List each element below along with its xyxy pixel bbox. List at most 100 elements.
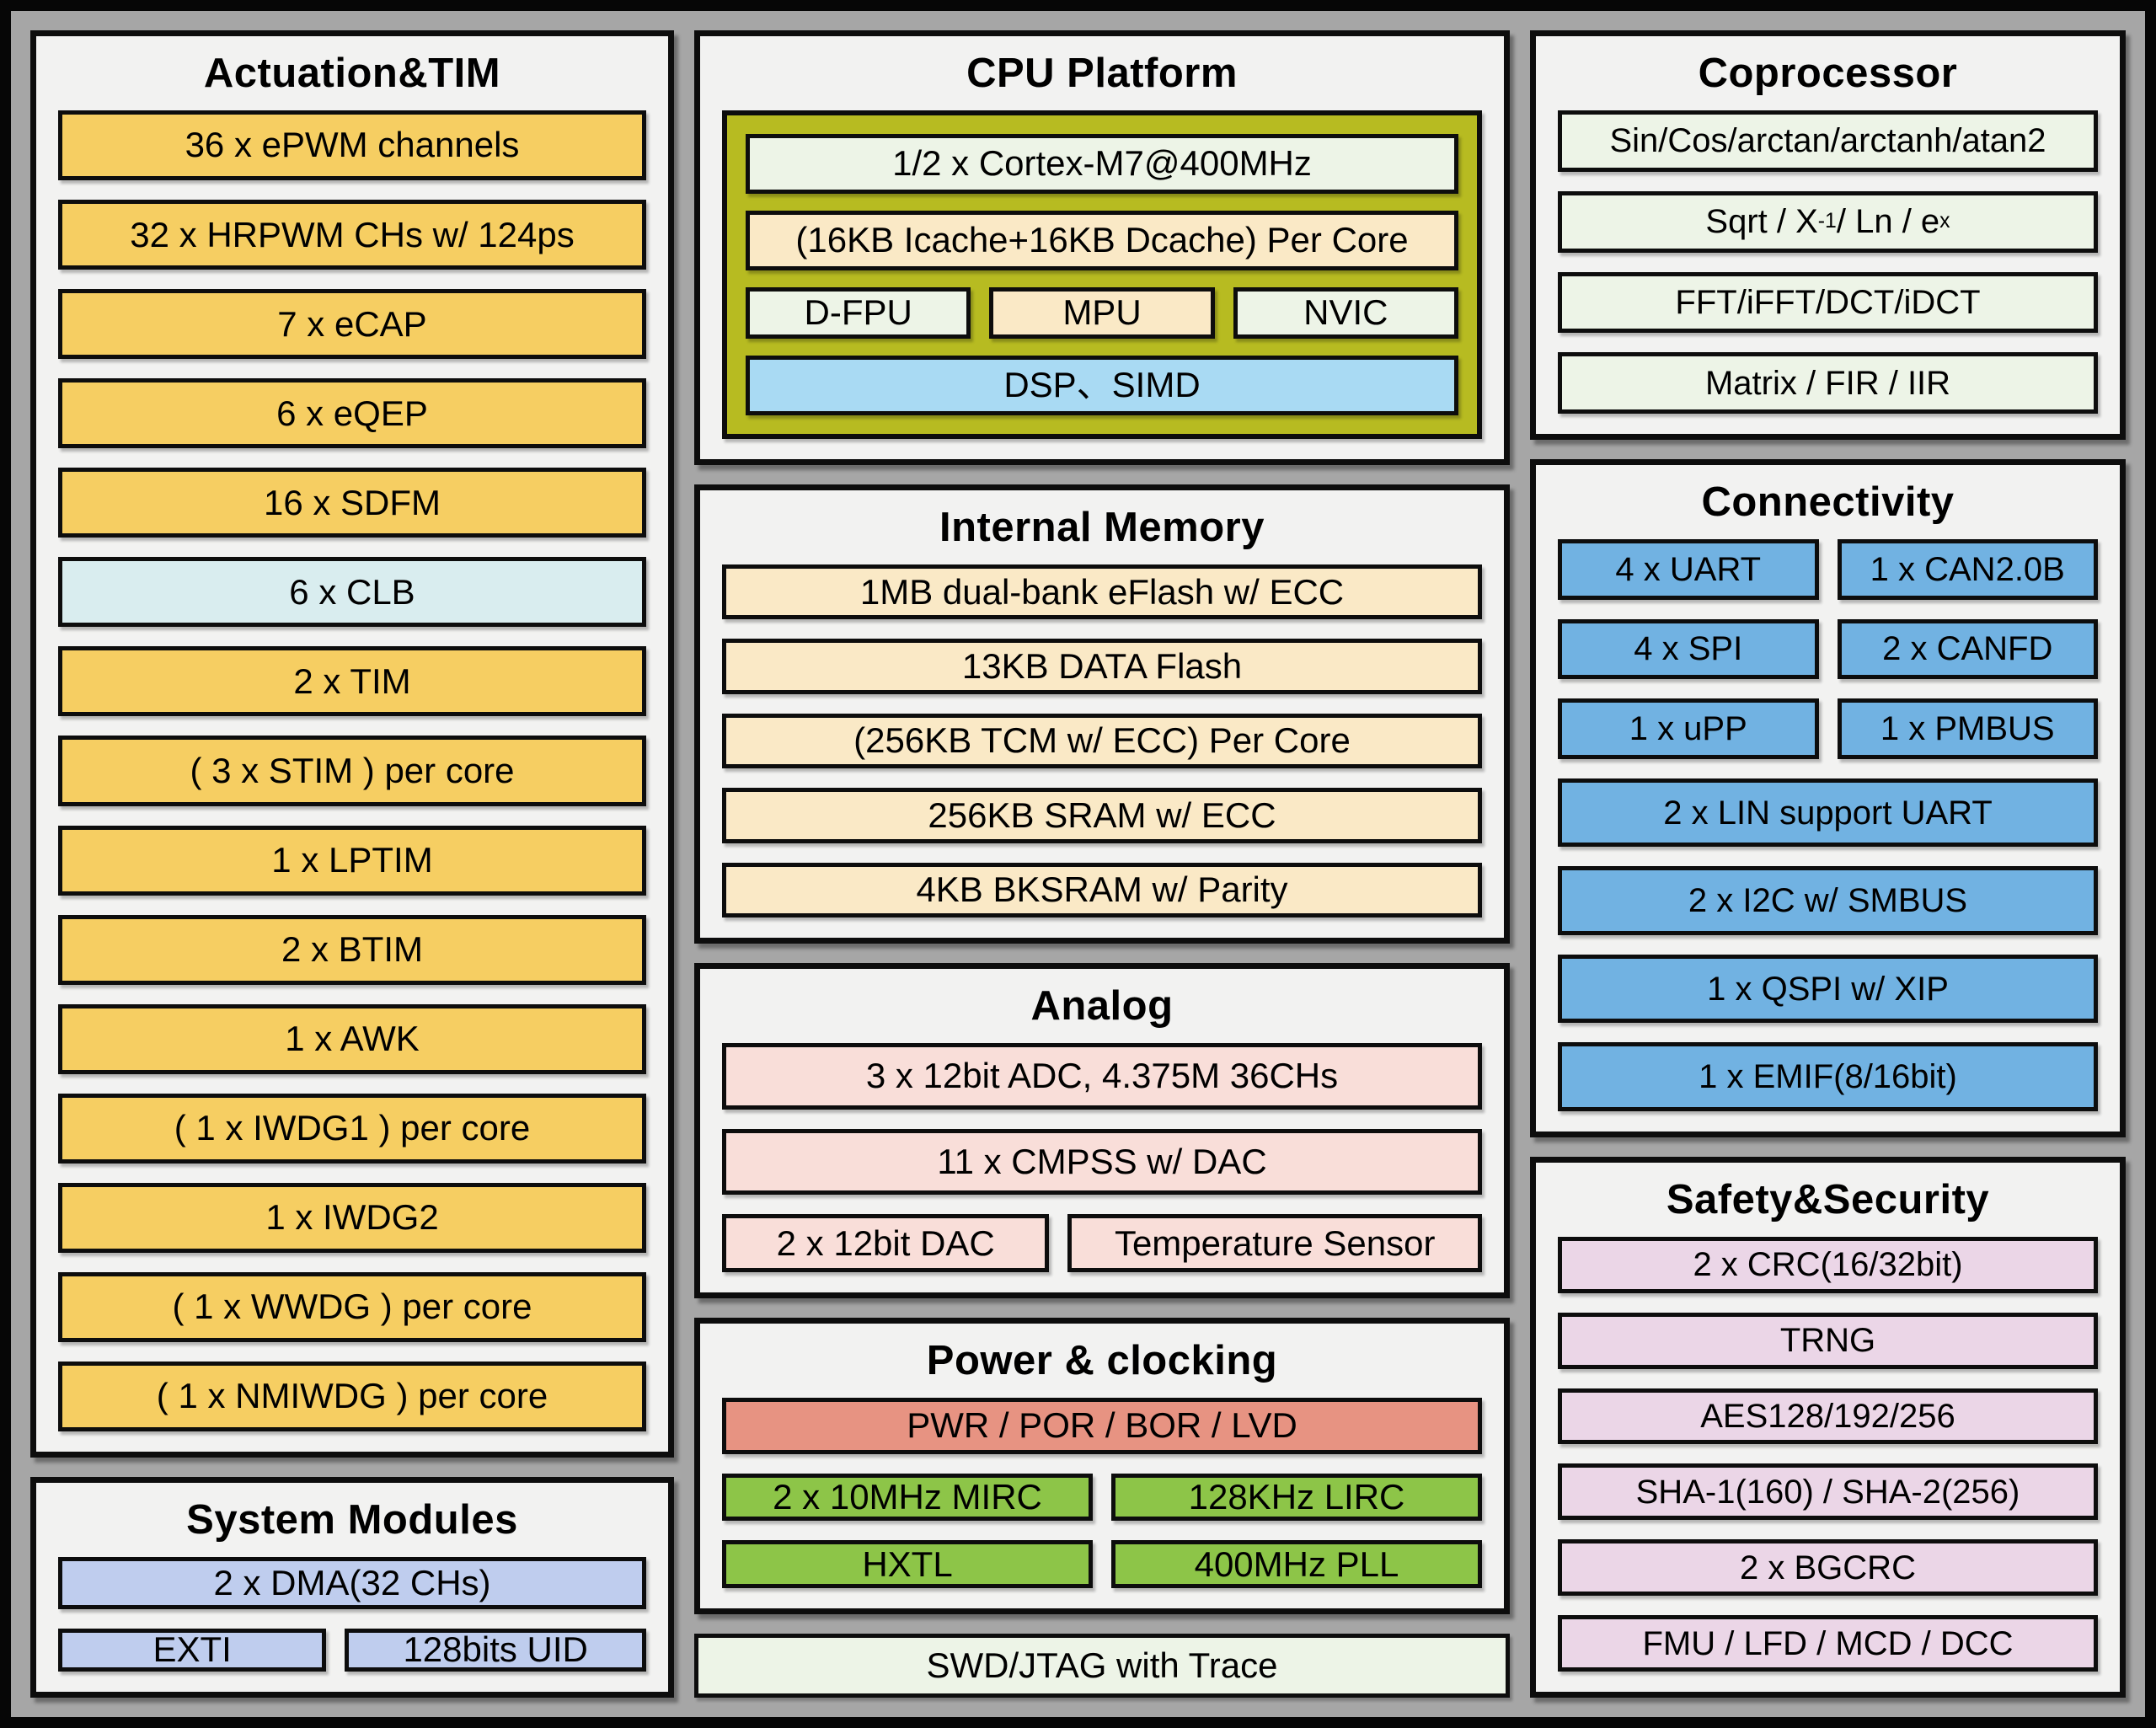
block-row: D-FPU MPU NVIC	[746, 287, 1458, 339]
block-2-x-i2c-w-smbus: 2 x I2C w/ SMBUS	[1558, 866, 2098, 935]
section-title-safety-security: Safety&Security	[1666, 1177, 1990, 1222]
block-7-x-ecap: 7 x eCAP	[58, 289, 646, 360]
panel-power-clocking: Power & clocking PWR / POR / BOR / LVD 2 …	[694, 1318, 1510, 1614]
cpu-core-container: 1/2 x Cortex-M7@400MHz (16KB Icache+16KB …	[722, 110, 1482, 439]
block-128khz-lirc: 128KHz LIRC	[1111, 1473, 1482, 1522]
actuation-block-list: 36 x ePWM channels 32 x HRPWM CHs w/ 124p…	[58, 110, 646, 1431]
block-1-x-wwdg-per-core: ( 1 x WWDG ) per core	[58, 1271, 646, 1342]
block-row: EXTI 128bits UID	[58, 1628, 646, 1672]
column-left: Actuation&TIM 36 x ePWM channels 32 x HRP…	[30, 30, 674, 1698]
block-6-x-eqep: 6 x eQEP	[58, 378, 646, 449]
block-1-x-lptim: 1 x LPTIM	[58, 825, 646, 896]
block-row: 4 x SPI 2 x CANFD	[1558, 618, 2098, 680]
column-center: CPU Platform 1/2 x Cortex-M7@400MHz (16KB…	[694, 30, 1510, 1698]
safety-block-list: 2 x CRC(16/32bit) TRNG AES128/192/256 SHA-1…	[1558, 1237, 2098, 1672]
text-part: / Ln / e	[1836, 203, 1940, 241]
connectivity-block-list: 4 x UART 1 x CAN2.0B 4 x SPI 2 x CANFD 1 x u…	[1558, 539, 2098, 1112]
block-temperature-sensor: Temperature Sensor	[1067, 1214, 1482, 1273]
block-1-x-qspi-w-xip: 1 x QSPI w/ XIP	[1558, 954, 2098, 1024]
block-400mhz-pll: 400MHz PLL	[1111, 1540, 1482, 1589]
block-2-x-dma-32-chs: 2 x DMA(32 CHs)	[58, 1557, 646, 1609]
panel-cpu-platform: CPU Platform 1/2 x Cortex-M7@400MHz (16KB…	[694, 30, 1510, 465]
block-3-x-stim-per-core: ( 3 x STIM ) per core	[58, 736, 646, 806]
section-title-power-clocking: Power & clocking	[926, 1338, 1278, 1383]
block-4-x-spi: 4 x SPI	[1558, 618, 1819, 680]
block-swd-jtag-with-trace: SWD/JTAG with Trace	[694, 1634, 1510, 1698]
section-title-coprocessor: Coprocessor	[1698, 51, 1958, 96]
block-row: 2 x 12bit DAC Temperature Sensor	[722, 1214, 1482, 1273]
block-256kb-tcm-w-ecc-per-core: (256KB TCM w/ ECC) Per Core	[722, 713, 1482, 769]
block-4-x-uart: 4 x UART	[1558, 539, 1819, 600]
block-sin-cos-arctan-arctanh-atan2: Sin/Cos/arctan/arctanh/atan2	[1558, 110, 2098, 172]
block-128bits-uid: 128bits UID	[345, 1628, 646, 1672]
block-fmu-lfd-mcd-dcc: FMU / LFD / MCD / DCC	[1558, 1615, 2098, 1672]
block-2-x-crc-16-32bit: 2 x CRC(16/32bit)	[1558, 1237, 2098, 1293]
memory-block-list: 1MB dual-bank eFlash w/ ECC 13KB DATA Fla…	[722, 564, 1482, 918]
analog-block-list: 3 x 12bit ADC, 4.375M 36CHs 11 x CMPSS w/…	[722, 1043, 1482, 1273]
block-11-x-cmpss-w-dac: 11 x CMPSS w/ DAC	[722, 1128, 1482, 1196]
block-3-x-12bit-adc-4-375m-36chs: 3 x 12bit ADC, 4.375M 36CHs	[722, 1043, 1482, 1110]
block-13kb-data-flash: 13KB DATA Flash	[722, 639, 1482, 694]
section-title-internal-memory: Internal Memory	[939, 505, 1265, 550]
block-2-x-tim: 2 x TIM	[58, 646, 646, 717]
block-1-x-iwdg1-per-core: ( 1 x IWDG1 ) per core	[58, 1093, 646, 1164]
block-exti: EXTI	[58, 1628, 327, 1672]
block-2-x-canfd: 2 x CANFD	[1837, 618, 2098, 680]
power-block-list: PWR / POR / BOR / LVD 2 x 10MHz MIRC 128KH…	[722, 1398, 1482, 1589]
block-4kb-bksram-w-parity: 4KB BKSRAM w/ Parity	[722, 862, 1482, 918]
block-16-x-sdfm: 16 x SDFM	[58, 468, 646, 538]
panel-coprocessor: Coprocessor Sin/Cos/arctan/arctanh/atan2…	[1530, 30, 2126, 440]
block-2-x-bgcrc: 2 x BGCRC	[1558, 1539, 2098, 1597]
block-1-x-awk: 1 x AWK	[58, 1003, 646, 1074]
block-aes128-192-256: AES128/192/256	[1558, 1388, 2098, 1445]
text-part: Sqrt / X	[1705, 203, 1818, 241]
block-1-x-iwdg2: 1 x IWDG2	[58, 1182, 646, 1253]
block-nvic: NVIC	[1233, 287, 1458, 339]
block-mpu: MPU	[989, 287, 1215, 339]
section-title-actuation-tim: Actuation&TIM	[203, 51, 501, 96]
block-row: 1 x uPP 1 x PMBUS	[1558, 698, 2098, 759]
section-title-system-modules: System Modules	[186, 1497, 518, 1543]
block-row: 4 x UART 1 x CAN2.0B	[1558, 539, 2098, 600]
block-sha-1-160-sha-2-256: SHA-1(160) / SHA-2(256)	[1558, 1463, 2098, 1521]
block-2-x-lin-support-uart: 2 x LIN support UART	[1558, 778, 2098, 848]
panel-internal-memory: Internal Memory 1MB dual-bank eFlash w/ …	[694, 484, 1510, 944]
cpu-block-list: 1/2 x Cortex-M7@400MHz (16KB Icache+16KB …	[746, 134, 1458, 415]
panel-connectivity: Connectivity 4 x UART 1 x CAN2.0B 4 x SPI 2…	[1530, 459, 2126, 1137]
block-trng: TRNG	[1558, 1312, 2098, 1369]
panel-analog: Analog 3 x 12bit ADC, 4.375M 36CHs 11 x C…	[694, 963, 1510, 1298]
block-d-fpu: D-FPU	[746, 287, 971, 339]
block-hxtl: HXTL	[722, 1540, 1093, 1589]
block-2-x-btim: 2 x BTIM	[58, 914, 646, 985]
section-title-cpu-platform: CPU Platform	[966, 51, 1238, 96]
column-right: Coprocessor Sin/Cos/arctan/arctanh/atan2…	[1530, 30, 2126, 1698]
block-36-x-epwm-channels: 36 x ePWM channels	[58, 110, 646, 181]
system-modules-block-list: 2 x DMA(32 CHs) EXTI 128bits UID	[58, 1557, 646, 1672]
block-1-x-upp: 1 x uPP	[1558, 698, 1819, 759]
block-1-x-emif-8-16bit: 1 x EMIF(8/16bit)	[1558, 1042, 2098, 1112]
block-pwr-por-bor-lvd: PWR / POR / BOR / LVD	[722, 1398, 1482, 1454]
block-256kb-sram-w-ecc: 256KB SRAM w/ ECC	[722, 788, 1482, 843]
block-dsp-simd: DSP、SIMD	[746, 356, 1458, 415]
block-fft-ifft-dct-idct: FFT/iFFT/DCT/iDCT	[1558, 271, 2098, 334]
block-row: HXTL 400MHz PLL	[722, 1540, 1482, 1589]
block-1-x-nmiwdg-per-core: ( 1 x NMIWDG ) per core	[58, 1361, 646, 1431]
block-2-x-10mhz-mirc: 2 x 10MHz MIRC	[722, 1473, 1093, 1522]
block-matrix-fir-iir: Matrix / FIR / IIR	[1558, 352, 2098, 414]
block-32-x-hrpwm-chs-w-124ps: 32 x HRPWM CHs w/ 124ps	[58, 200, 646, 270]
block-1-x-can2-0b: 1 x CAN2.0B	[1837, 539, 2098, 600]
block-1-2-x-cortex-m7-400mhz: 1/2 x Cortex-M7@400MHz	[746, 134, 1458, 194]
section-title-analog: Analog	[1030, 983, 1174, 1029]
panel-actuation-tim: Actuation&TIM 36 x ePWM channels 32 x HRP…	[30, 30, 674, 1458]
block-1mb-dual-bank-eflash-w-ecc: 1MB dual-bank eFlash w/ ECC	[722, 564, 1482, 620]
block-2-x-12bit-dac: 2 x 12bit DAC	[722, 1214, 1050, 1273]
section-title-connectivity: Connectivity	[1701, 479, 1955, 525]
panel-system-modules: System Modules 2 x DMA(32 CHs) EXTI 128bit…	[30, 1477, 674, 1698]
coprocessor-block-list: Sin/Cos/arctan/arctanh/atan2 Sqrt / X -1 /…	[1558, 110, 2098, 414]
block-16kb-icache-16kb-dcache-per-core: (16KB Icache+16KB Dcache) Per Core	[746, 211, 1458, 270]
panel-safety-security: Safety&Security 2 x CRC(16/32bit) TRNG AES…	[1530, 1157, 2126, 1698]
block-row: 2 x 10MHz MIRC 128KHz LIRC	[722, 1473, 1482, 1522]
block-6-x-clb: 6 x CLB	[58, 557, 646, 628]
